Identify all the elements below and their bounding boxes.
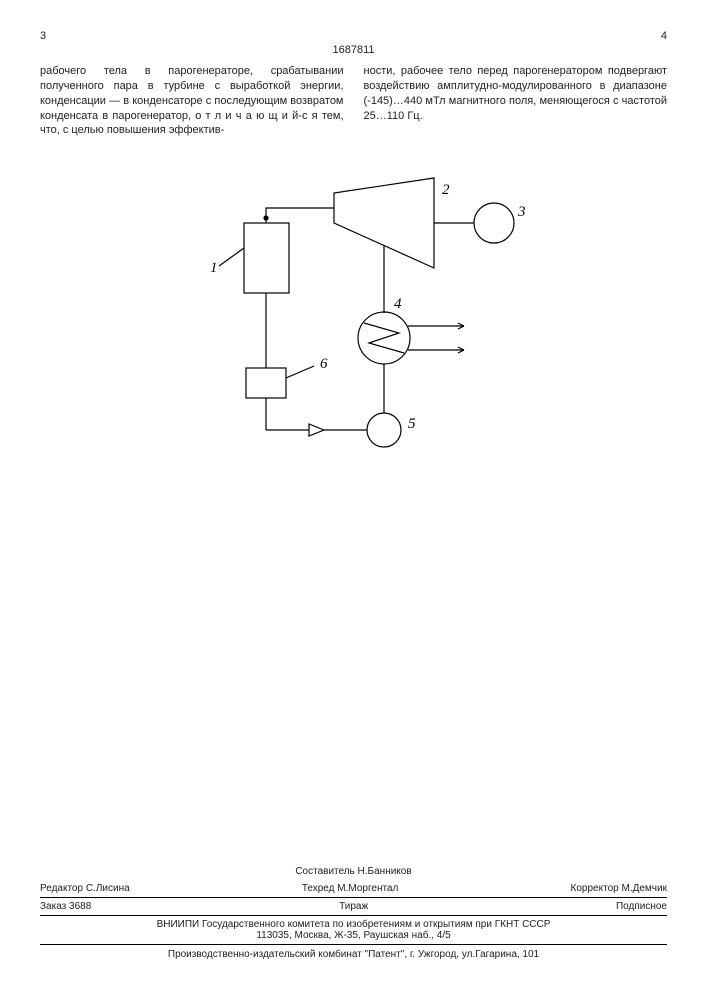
page-number-right: 4	[661, 30, 667, 42]
document-number: 1687811	[40, 44, 667, 56]
schematic-diagram: 1 2 3 4 5 6	[174, 168, 534, 508]
node-label-3: 3	[517, 204, 526, 220]
editor: Редактор С.Лисина	[40, 883, 130, 894]
corrector: Корректор М.Демчик	[571, 883, 667, 894]
page-number-left: 3	[40, 30, 46, 42]
publisher-line: Производственно-издательский комбинат "П…	[40, 944, 667, 960]
org-line: ВНИИПИ Государственного комитета по изоб…	[40, 915, 667, 944]
column-right: ности, рабочее тело перед парогенераторо…	[364, 64, 668, 138]
node-label-5: 5	[408, 416, 416, 432]
order: Заказ 3688	[40, 901, 91, 912]
subscription: Подписное	[616, 901, 667, 912]
tirazh: Тираж	[339, 901, 368, 912]
node-label-6: 6	[320, 356, 328, 372]
techred: Техред М.Моргентал	[302, 883, 398, 894]
node-label-4: 4	[394, 296, 402, 312]
node-label-2: 2	[442, 182, 450, 198]
column-left: рабочего тела в парогенераторе, срабатыв…	[40, 64, 344, 138]
node-label-1: 1	[210, 260, 218, 276]
footer-block: Составитель Н.Банников Редактор С.Лисина…	[40, 863, 667, 960]
